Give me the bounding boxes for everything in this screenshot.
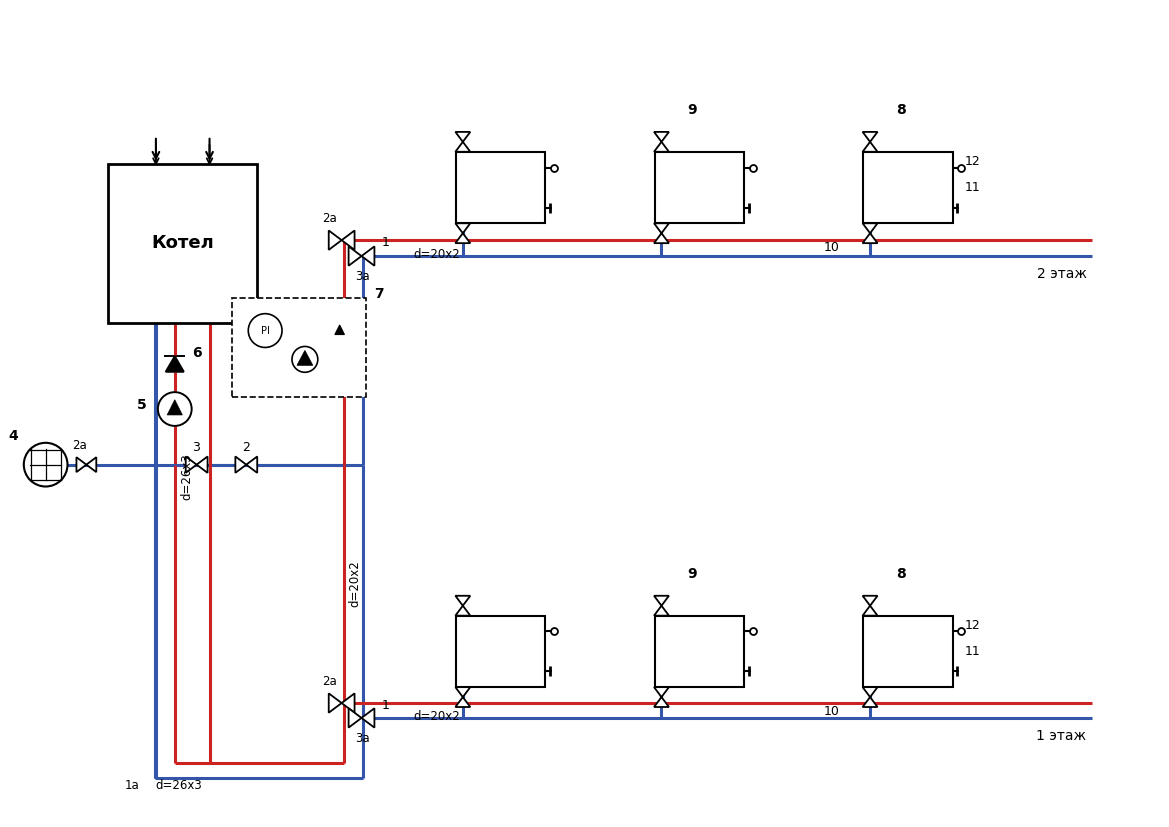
Polygon shape (456, 223, 470, 233)
Text: 3a: 3a (355, 270, 371, 283)
Polygon shape (863, 687, 878, 697)
Polygon shape (863, 142, 878, 152)
Polygon shape (348, 246, 361, 265)
Bar (456, 152, 545, 223)
Text: 1a: 1a (125, 780, 140, 792)
Polygon shape (87, 457, 96, 472)
Text: 1: 1 (381, 699, 389, 711)
Polygon shape (456, 687, 470, 697)
Text: 6: 6 (192, 347, 201, 361)
Polygon shape (863, 233, 878, 243)
Polygon shape (653, 131, 669, 142)
Text: 7: 7 (374, 287, 385, 301)
Circle shape (292, 347, 318, 372)
Bar (863, 615, 953, 687)
Bar (655, 152, 743, 223)
Polygon shape (653, 223, 669, 233)
Text: 12: 12 (964, 619, 980, 632)
Polygon shape (863, 131, 878, 142)
Circle shape (23, 442, 68, 486)
Bar (655, 615, 743, 687)
Polygon shape (328, 693, 341, 713)
Text: 9: 9 (687, 103, 697, 117)
Text: 1: 1 (381, 237, 389, 249)
Polygon shape (247, 457, 257, 473)
Text: Котел: Котел (151, 234, 214, 252)
Text: d=26x3: d=26x3 (181, 454, 194, 500)
Circle shape (248, 313, 282, 347)
Polygon shape (863, 223, 878, 233)
Bar (863, 152, 953, 223)
Circle shape (158, 392, 192, 426)
Text: 5: 5 (137, 398, 147, 412)
Polygon shape (167, 399, 182, 415)
Polygon shape (166, 356, 184, 372)
Polygon shape (456, 142, 470, 152)
Polygon shape (361, 708, 374, 728)
Text: d=26x3: d=26x3 (155, 780, 202, 792)
Polygon shape (653, 233, 669, 243)
Polygon shape (341, 693, 354, 713)
Polygon shape (456, 605, 470, 615)
Polygon shape (341, 231, 354, 250)
Text: PI: PI (261, 326, 270, 336)
Polygon shape (863, 595, 878, 605)
Polygon shape (653, 142, 669, 152)
Text: d=20x2: d=20x2 (348, 561, 361, 607)
Polygon shape (653, 595, 669, 605)
Polygon shape (348, 708, 361, 728)
Polygon shape (361, 246, 374, 265)
Polygon shape (863, 605, 878, 615)
Polygon shape (76, 457, 87, 472)
Text: 8: 8 (895, 103, 906, 117)
Polygon shape (328, 231, 341, 250)
Text: 3a: 3a (355, 732, 371, 745)
Polygon shape (456, 697, 470, 707)
Text: 1 этаж: 1 этаж (1037, 729, 1087, 743)
Polygon shape (863, 697, 878, 707)
Text: 3: 3 (192, 441, 200, 454)
Text: 11: 11 (964, 181, 980, 194)
Text: 10: 10 (823, 705, 839, 718)
Text: 8: 8 (895, 566, 906, 581)
Text: 2a: 2a (72, 439, 88, 452)
Bar (233, 298, 366, 397)
Text: d=20x2: d=20x2 (413, 710, 459, 724)
Text: 2a: 2a (321, 675, 337, 688)
Polygon shape (653, 687, 669, 697)
Polygon shape (653, 605, 669, 615)
Text: 11: 11 (964, 645, 980, 658)
Polygon shape (456, 233, 470, 243)
Text: d=20x2: d=20x2 (413, 248, 459, 261)
Text: 9: 9 (687, 566, 697, 581)
Text: 2a: 2a (321, 213, 337, 225)
Polygon shape (653, 697, 669, 707)
Text: 12: 12 (964, 155, 980, 168)
Text: 4: 4 (8, 429, 18, 442)
Bar (109, 164, 257, 323)
Text: 10: 10 (823, 241, 839, 254)
Text: 2: 2 (242, 441, 250, 454)
Polygon shape (297, 351, 313, 366)
Polygon shape (334, 325, 345, 335)
Bar (456, 615, 545, 687)
Polygon shape (235, 457, 247, 473)
Text: 2 этаж: 2 этаж (1037, 267, 1087, 281)
Polygon shape (186, 457, 196, 473)
Polygon shape (456, 595, 470, 605)
Polygon shape (456, 131, 470, 142)
Polygon shape (196, 457, 208, 473)
